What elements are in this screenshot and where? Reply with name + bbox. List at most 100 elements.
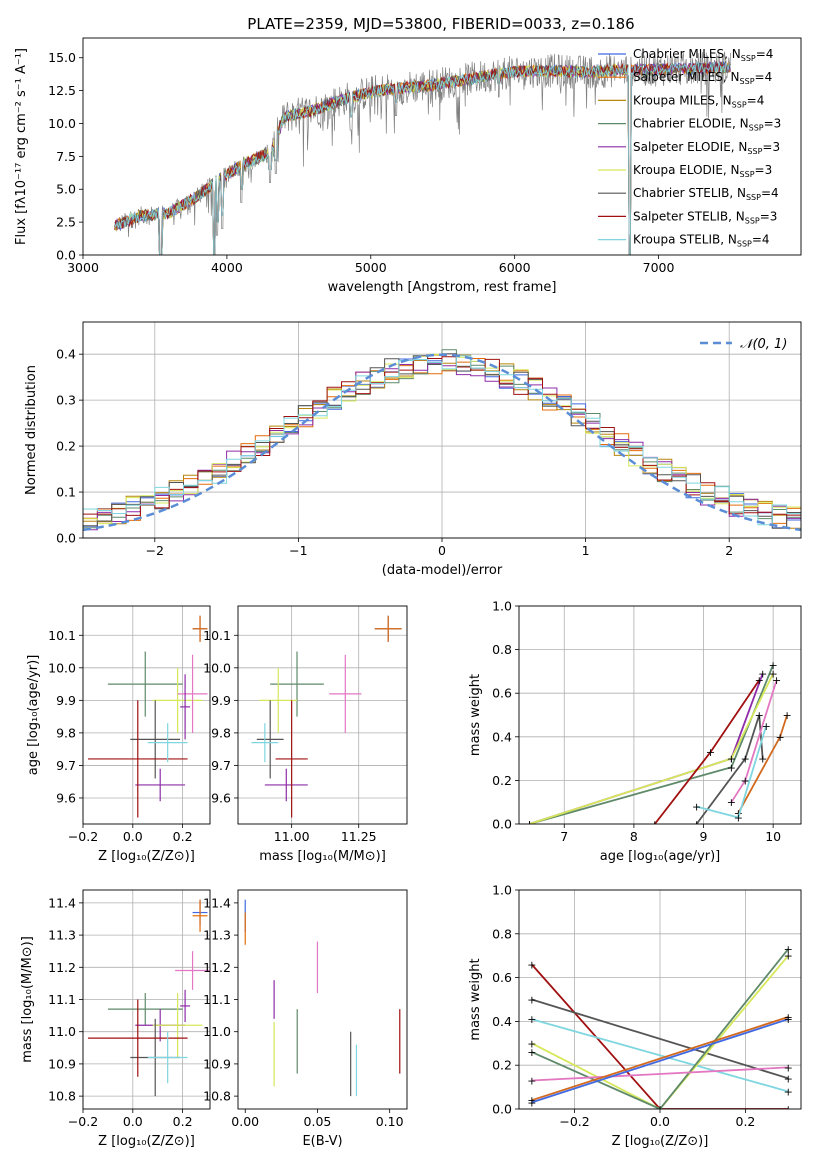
- legend-entry: Kroupa MILES, NSSP=4: [633, 93, 764, 109]
- x-axis-label: age [log₁₀(age/yr)]: [600, 849, 721, 864]
- y-tick-label: 9.7: [211, 758, 231, 773]
- y-tick-label: 1.0: [492, 883, 512, 898]
- x-tick-label: 9: [700, 829, 708, 844]
- legend-entry: Salpeter MILES, NSSP=4: [633, 70, 772, 86]
- y-tick-label: 10.1: [48, 628, 76, 643]
- y-tick-label: 0.8: [492, 642, 512, 657]
- axes-frame: [237, 605, 408, 825]
- x-axis-label: mass [log₁₀(M/M⊙)]: [259, 849, 386, 864]
- y-tick-label: 10.0: [203, 660, 231, 675]
- y-tick-label: 0.4: [56, 347, 76, 362]
- axes-frame: [518, 605, 802, 825]
- y-tick-label: 11.2: [48, 960, 76, 975]
- point-marker: +: [758, 668, 767, 681]
- y-axis-label: Normed distribution: [24, 365, 39, 495]
- histogram-step-line: [83, 355, 801, 526]
- plot-area: [87, 615, 208, 818]
- histogram-step-line: [83, 358, 801, 524]
- point-marker: +: [527, 1096, 536, 1109]
- x-tick-label: 10: [765, 829, 781, 844]
- y-tick-label: 11.3: [48, 928, 76, 943]
- y-tick-label: 9.8: [211, 725, 231, 740]
- x-tick-label: 0.0: [123, 1114, 143, 1129]
- y-axis-label: mass weight: [468, 958, 483, 1040]
- age-vs-metallicity-panel: −0.2 0.0 0.2 9.6 9.7 9.8 9.9 10.0 10.1 Z [log₁₀(Z…: [26, 605, 211, 864]
- mass-weight-line: [531, 1016, 789, 1102]
- x-tick-label: 8: [630, 829, 638, 844]
- x-axis-label: E(B-V): [302, 1134, 342, 1149]
- point-marker: +: [527, 1094, 536, 1107]
- legend-entry-label: Kroupa MILES, N: [633, 93, 732, 107]
- y-tick-label: 9.9: [211, 693, 231, 708]
- legend-entry-tail: =4: [752, 233, 770, 247]
- y-tick-label: 7.5: [56, 149, 76, 164]
- legend-entry: Salpeter ELODIE, NSSP=3: [633, 140, 780, 156]
- x-tick-label: 7000: [643, 260, 675, 275]
- legend-entry: Chabrier MILES, NSSP=4: [633, 47, 773, 63]
- legend-entry-sub: SSP: [740, 77, 755, 86]
- point-marker: +: [655, 1103, 664, 1116]
- y-tick-label: 10.9: [48, 1056, 76, 1071]
- x-tick-label: 1: [582, 543, 590, 558]
- y-tick-label: 0.0: [492, 817, 512, 832]
- point-marker: +: [784, 1011, 793, 1024]
- legend-entry-tail: =3: [764, 117, 782, 131]
- legend-entry-label: Salpeter MILES, N: [633, 70, 740, 84]
- mass-vs-metallicity-panel: −0.2 0.0 0.2 10.8 10.9 11.0 11.1 11.2 11.3 11.4 Z …: [20, 889, 211, 1149]
- x-tick-label: 0.2: [736, 1114, 756, 1129]
- x-tick-label: 0: [438, 543, 446, 558]
- point-marker: +: [525, 818, 534, 831]
- spectrum-panel: 3000 4000 5000 6000 7000 0.0 2.5 5.0 7.5 10.0 12.5…: [14, 37, 802, 295]
- y-tick-label: 9.7: [56, 758, 76, 773]
- point-marker: +: [784, 1072, 793, 1085]
- point-marker: +: [755, 674, 764, 687]
- legend-entry-label: Salpeter ELODIE, N: [633, 140, 747, 154]
- legend-entry-sub: SSP: [732, 100, 747, 109]
- x-tick-label: 6000: [499, 260, 531, 275]
- legend-entry: Chabrier STELIB, NSSP=4: [633, 186, 779, 202]
- legend-entry-label: Kroupa ELODIE, N: [633, 163, 740, 177]
- x-tick-label: 11.00: [274, 829, 310, 844]
- legend-entry-sub: SSP: [740, 170, 755, 179]
- legend-entry-tail: =4: [756, 47, 774, 61]
- x-tick-label: 5000: [355, 260, 387, 275]
- legend-entry-sub: SSP: [745, 216, 760, 225]
- mass-vs-ebv-panel: 0.00 0.05 0.10 10.8 10.9 11.0 11.1 11.2 11.3 11.4…: [203, 889, 408, 1149]
- legend-entry: Salpeter STELIB, NSSP=3: [633, 209, 777, 225]
- y-tick-label: 0.4: [492, 1014, 512, 1029]
- y-axis-label: age [log₁₀(age/yr)]: [26, 655, 41, 776]
- x-tick-label: 2: [725, 543, 733, 558]
- legend-entry-label: Salpeter STELIB, N: [633, 209, 745, 223]
- x-axis-label: Z [log₁₀(Z/Z⊙)]: [98, 849, 195, 864]
- legend-entry-label: Chabrier ELODIE, N: [633, 117, 749, 131]
- mass-weight-line: [531, 1018, 789, 1093]
- plot-area: [251, 615, 402, 818]
- y-tick-label: 9.8: [56, 725, 76, 740]
- x-axis-label: wavelength [Angstrom, rest frame]: [328, 280, 557, 295]
- point-marker: +: [527, 1046, 536, 1059]
- y-tick-label: 9.6: [211, 790, 231, 805]
- x-tick-label: 0.00: [231, 1114, 259, 1129]
- legend-entry-tail: =4: [761, 186, 779, 200]
- point-marker: +: [527, 1013, 536, 1026]
- legend-entry-sub: SSP: [741, 54, 756, 63]
- y-tick-label: 0.3: [56, 393, 76, 408]
- point-marker: +: [784, 1085, 793, 1098]
- y-tick-label: 12.5: [48, 83, 76, 98]
- legend-entry: 𝒩(0, 1): [740, 337, 787, 352]
- point-marker: +: [706, 746, 715, 759]
- x-tick-label: 0.2: [173, 829, 193, 844]
- legend-entry-tail: =3: [762, 140, 780, 154]
- x-tick-label: −0.2: [68, 1114, 98, 1129]
- y-tick-label: 11.0: [203, 1024, 231, 1039]
- x-axis-label: Z [log₁₀(Z/Z⊙)]: [612, 1134, 709, 1149]
- point-marker: +: [527, 1075, 536, 1088]
- y-tick-label: 10.8: [203, 1089, 231, 1104]
- model-spectrum-line: [114, 61, 731, 255]
- legend-entry-tail: =3: [760, 209, 778, 223]
- x-tick-label: −0.2: [559, 1114, 589, 1129]
- legend-entry-label: Chabrier MILES, N: [633, 47, 741, 61]
- point-marker: +: [525, 818, 534, 831]
- y-axis-label: mass [log₁₀(M/M⊙)]: [20, 936, 35, 1063]
